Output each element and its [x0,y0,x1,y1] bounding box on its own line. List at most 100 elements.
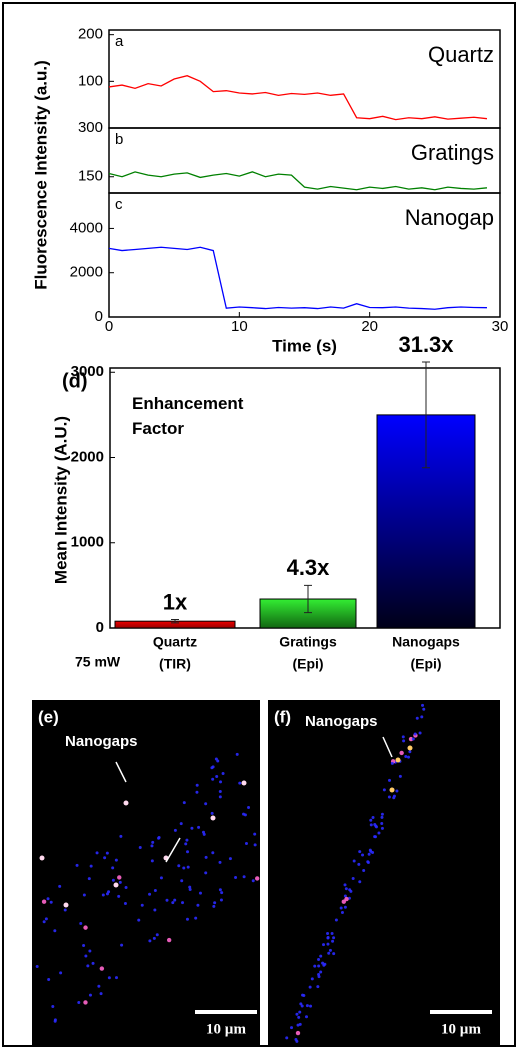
spot [408,736,414,742]
spot [388,778,392,782]
spot [322,943,326,947]
spot [377,831,381,835]
spot [420,715,424,719]
spot [119,834,123,838]
spot [395,789,399,793]
spot [242,812,246,816]
scale-bar-label: 10 µm [206,1021,246,1037]
spot [218,888,222,892]
spot [319,954,323,958]
spot [228,857,232,861]
spot [415,716,419,720]
spot [41,899,47,904]
spot [84,954,88,958]
y-tick-label: 2000 [71,448,104,465]
spot [105,851,109,855]
spot [204,855,208,859]
spot [59,971,63,975]
bright-spot [395,757,401,763]
image-label: (e) [38,707,59,726]
spot [361,853,365,857]
trace-label: Gratings [411,140,494,165]
spot [211,765,215,769]
spot [328,948,332,952]
y-axis-label: Mean Intensity (A.U.) [51,416,70,584]
spot [117,894,121,898]
x-tick-label: 10 [231,318,248,335]
spot [88,993,92,997]
spot [220,891,224,895]
spot [210,811,214,815]
spot [150,859,154,863]
spot [401,735,405,739]
spot [103,856,107,860]
spot [327,951,331,955]
bright-spot [407,745,413,751]
y-tick-label: 0 [95,308,103,325]
spot [285,1036,289,1040]
spot [218,860,222,864]
spot [321,961,325,965]
spot [182,866,186,870]
spot [352,859,356,863]
spot [118,880,122,884]
spot [358,880,362,884]
spot [152,936,156,940]
spot [194,916,198,920]
arrow [165,837,181,863]
x-axis-label: Time (s) [272,336,337,355]
spot [251,879,255,883]
spot [369,818,373,822]
spot [89,864,93,868]
spot [302,993,306,997]
x-tick-label: 30 [492,318,509,335]
spot [408,750,412,754]
spot [180,879,184,883]
spot [49,900,53,904]
trace [108,246,487,310]
spot [177,864,181,868]
error-bar [171,618,179,624]
spot [344,896,349,902]
spot [211,777,215,781]
spot [140,903,144,907]
spot [390,761,394,765]
spot [182,801,186,805]
spot [58,884,62,888]
spot [238,781,242,785]
panel-label: c [115,196,123,213]
spot [351,877,355,881]
spot [171,901,175,905]
spot [304,1015,308,1019]
spot [214,757,218,761]
trace [108,171,488,191]
spot [382,788,386,792]
spot [368,848,372,852]
bright-spot [63,902,69,908]
spot [313,964,317,968]
spot [413,732,417,736]
spot [362,868,366,872]
spot [326,936,330,940]
spot [407,755,411,759]
spot [343,883,347,887]
spot [165,898,169,902]
spot [204,871,208,875]
panel-label: (d) [62,370,88,392]
x-tick-sublabel: (Epi) [410,656,441,672]
y-axis-label: Fluorescence Intensity (a.u.) [31,60,50,290]
spot [366,860,370,864]
spot [75,863,79,867]
x-tick-sublabel: (TIR) [159,656,191,672]
x-tick-label: 0 [105,318,113,335]
bright-spot [123,800,129,806]
spot [179,822,183,826]
spot [349,889,353,893]
spot [173,898,177,902]
spot [117,875,122,880]
spot [185,917,189,921]
bright-spot [113,882,119,888]
bar-label: 4.3x [287,555,331,580]
spot [340,910,344,914]
